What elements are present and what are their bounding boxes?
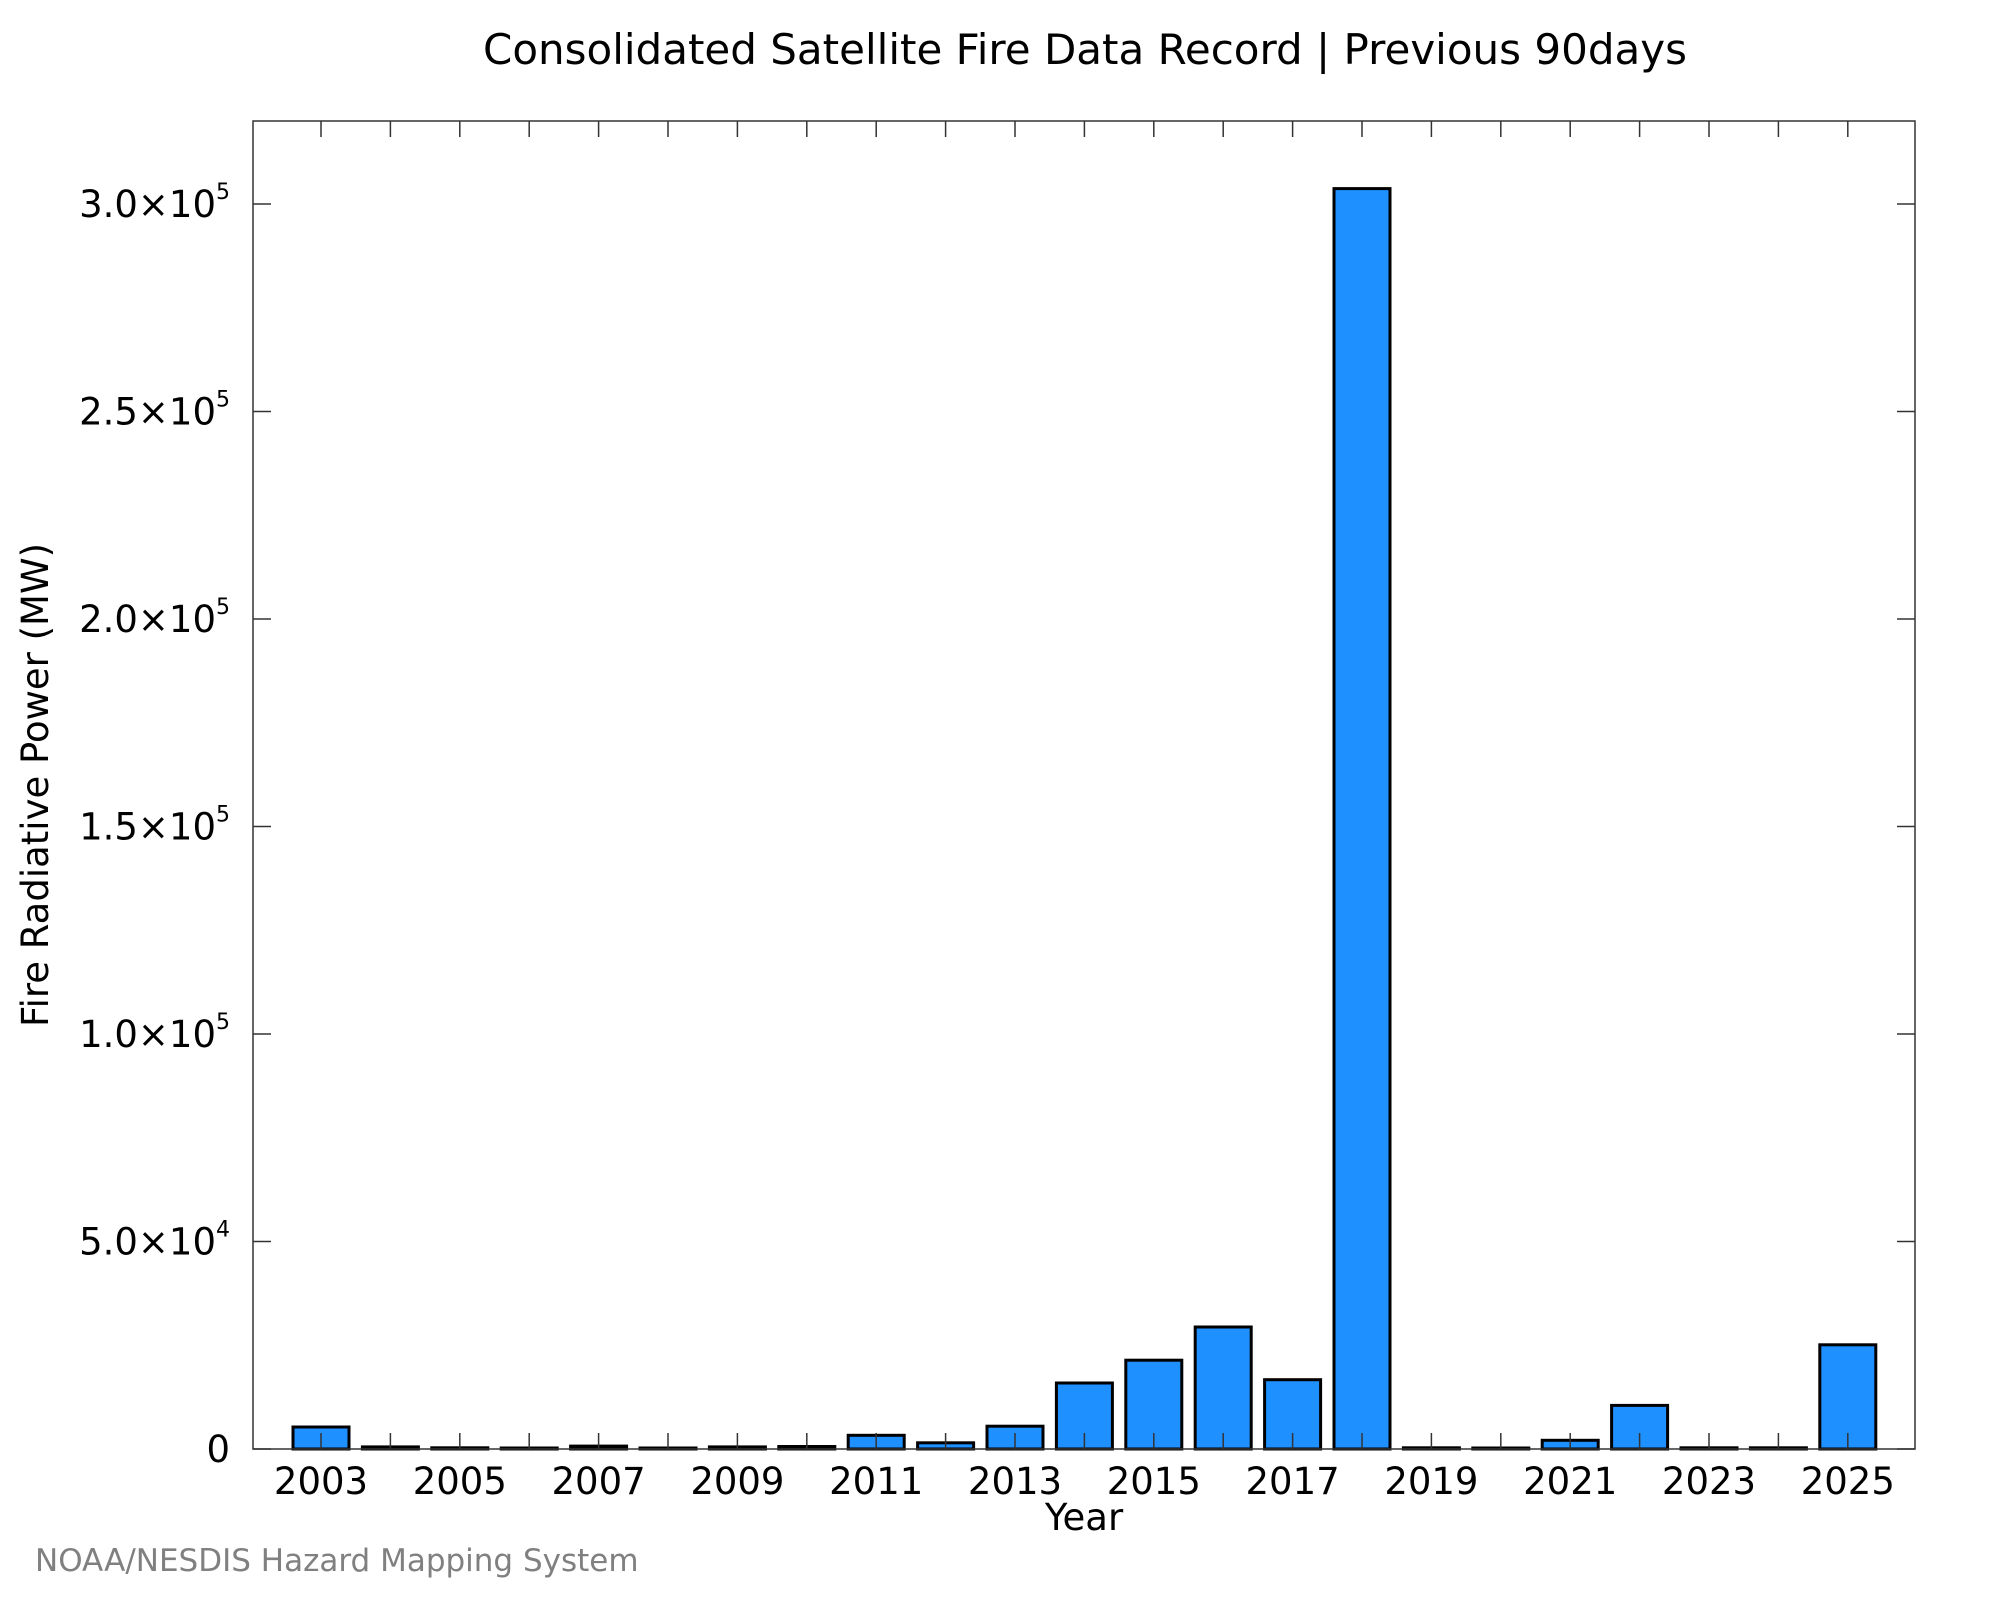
x-tick-label-2017: 2017 (1246, 1460, 1340, 1503)
x-tick-label-2019: 2019 (1384, 1460, 1478, 1503)
x-tick-label-2023: 2023 (1662, 1460, 1756, 1503)
bar-2018 (1332, 187, 1392, 1451)
x-tick-label-2009: 2009 (690, 1460, 784, 1503)
y-axis-label: Fire Radiative Power (MW) (14, 543, 57, 1027)
bar-2016 (1193, 1325, 1253, 1451)
x-tick-label-2015: 2015 (1107, 1460, 1201, 1503)
y-tick-label: 1.0×105 (79, 1010, 230, 1056)
chart-title: Consolidated Satellite Fire Data Record … (483, 25, 1687, 74)
x-tick-label-2005: 2005 (413, 1460, 507, 1503)
x-tick-label-2025: 2025 (1801, 1460, 1895, 1503)
x-tick-label-2021: 2021 (1523, 1460, 1617, 1503)
x-tick-label-2013: 2013 (968, 1460, 1062, 1503)
bars-layer (291, 187, 1878, 1451)
y-tick-label: 3.0×105 (79, 180, 230, 226)
footer-credit: NOAA/NESDIS Hazard Mapping System (35, 1543, 639, 1579)
x-axis-label: Year (1044, 1496, 1124, 1539)
y-tick-label: 5.0×104 (79, 1218, 230, 1264)
plot-frame (252, 120, 1916, 1450)
y-tick-label: 0 (206, 1428, 230, 1471)
x-tick-label-2007: 2007 (552, 1460, 646, 1503)
y-tick-label: 2.5×105 (79, 388, 230, 434)
x-tick-label-2003: 2003 (274, 1460, 368, 1503)
y-tick-label: 2.0×105 (79, 595, 230, 641)
y-tick-label: 1.5×105 (79, 803, 230, 849)
x-tick-label-2011: 2011 (829, 1460, 923, 1503)
x-axis: 2003 2005 2007 2009 2011 2013 2015 2017 2019 2021… (274, 121, 1895, 1503)
y-axis: 0 5.0×104 1.0×105 1.5×105 2.0×105 2.5×105 3.0×… (79, 180, 1915, 1471)
